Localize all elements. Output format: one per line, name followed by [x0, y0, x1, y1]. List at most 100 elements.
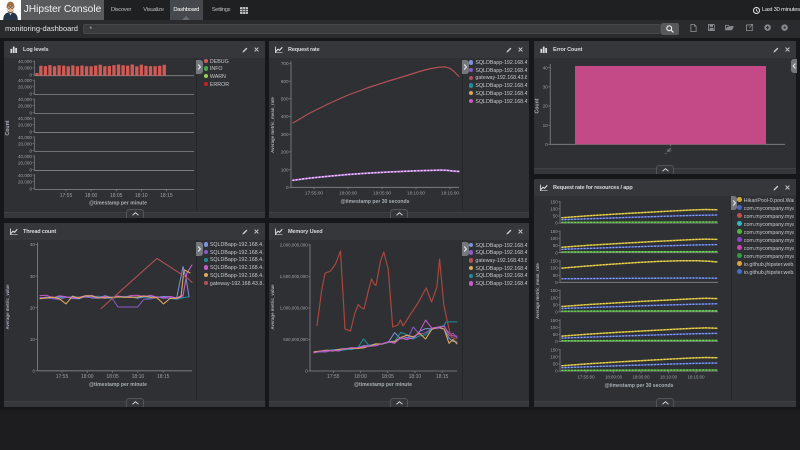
svg-text:100: 100 [550, 355, 558, 360]
svg-text:150: 150 [550, 347, 558, 352]
svg-text:18:00: 18:00 [354, 374, 367, 380]
svg-text:18:05:00: 18:05:00 [373, 190, 391, 195]
svg-text:@timestamp per 30 seconds: @timestamp per 30 seconds [341, 199, 410, 205]
svg-text:18:10:00: 18:10:00 [660, 374, 678, 379]
svg-text:@timestamp per 30 seconds: @timestamp per 30 seconds [605, 383, 674, 389]
svg-text:100: 100 [550, 325, 558, 330]
svg-text:0: 0 [29, 111, 32, 116]
svg-text:18:15: 18:15 [436, 374, 449, 380]
svg-text:18:15: 18:15 [157, 374, 170, 380]
svg-text:20,000: 20,000 [18, 179, 32, 184]
svg-text:40,000: 40,000 [18, 78, 32, 83]
svg-text:500,000,000: 500,000,000 [283, 337, 308, 342]
svg-text:18:05: 18:05 [106, 374, 119, 380]
svg-text:150: 150 [550, 318, 558, 323]
svg-text:0: 0 [555, 369, 558, 374]
svg-text:@timestamp per minute: @timestamp per minute [89, 200, 147, 206]
svg-text:40,000: 40,000 [18, 154, 32, 159]
svg-text:18:00: 18:00 [85, 193, 98, 199]
svg-text:30: 30 [30, 274, 36, 279]
svg-text:@timestamp per minute: @timestamp per minute [89, 382, 147, 388]
svg-text:400: 400 [281, 114, 289, 119]
svg-text:0: 0 [545, 142, 548, 147]
svg-text:18:10:00: 18:10:00 [407, 190, 425, 195]
svg-text:17:55:00: 17:55:00 [577, 374, 595, 379]
svg-text:0: 0 [29, 73, 32, 78]
svg-text:600: 600 [281, 79, 289, 84]
svg-text:300: 300 [281, 132, 289, 137]
svg-text:50: 50 [553, 302, 558, 307]
svg-text:0: 0 [32, 369, 35, 374]
svg-text:18:15:00: 18:15:00 [441, 190, 459, 195]
svg-text:700: 700 [281, 61, 289, 66]
svg-text:@timestamp per minute: @timestamp per minute [354, 382, 412, 388]
svg-text:0: 0 [29, 186, 32, 191]
svg-text:500: 500 [281, 97, 289, 102]
svg-text:40,000: 40,000 [18, 59, 32, 64]
svg-text:0: 0 [29, 167, 32, 172]
svg-text:17:55: 17:55 [60, 193, 73, 199]
svg-text:2,000,000,000: 2,000,000,000 [280, 243, 309, 248]
svg-text:40,000: 40,000 [18, 173, 32, 178]
svg-text:20,000: 20,000 [18, 122, 32, 127]
svg-text:150: 150 [550, 288, 558, 293]
svg-text:20,000: 20,000 [18, 85, 32, 90]
svg-text:100: 100 [281, 167, 289, 172]
svg-text:20: 20 [30, 305, 36, 310]
svg-text:50: 50 [553, 362, 558, 367]
svg-text:18:10: 18:10 [132, 374, 145, 380]
svg-text:40,000: 40,000 [18, 97, 32, 102]
svg-text:0: 0 [29, 148, 32, 153]
svg-text:0: 0 [286, 185, 289, 190]
svg-text:18:10: 18:10 [135, 193, 148, 199]
svg-text:50: 50 [553, 243, 558, 248]
svg-text:150: 150 [550, 259, 558, 264]
svg-text:0: 0 [555, 221, 558, 226]
svg-text:30: 30 [543, 85, 549, 90]
svg-text:18:10: 18:10 [409, 374, 422, 380]
svg-text:40: 40 [543, 65, 549, 70]
svg-text:0: 0 [555, 339, 558, 344]
svg-text:1,000,000,000: 1,000,000,000 [280, 306, 309, 311]
svg-text:Average metric_mean_rate: Average metric_mean_rate [270, 96, 275, 153]
svg-text:18:15: 18:15 [160, 193, 173, 199]
svg-text:18:05:00: 18:05:00 [632, 374, 650, 379]
svg-text:1,500,000,000: 1,500,000,000 [280, 274, 309, 279]
svg-text:0: 0 [305, 369, 308, 374]
svg-text:50: 50 [553, 214, 558, 219]
svg-text:Count: Count [535, 98, 541, 113]
svg-text:20,000: 20,000 [18, 160, 32, 165]
svg-text:_all: _all [662, 147, 672, 155]
svg-text:18:00:00: 18:00:00 [605, 374, 623, 379]
svg-text:17:55: 17:55 [327, 374, 340, 380]
svg-text:Average metric_mean_rate: Average metric_mean_rate [535, 262, 540, 319]
svg-text:10: 10 [543, 123, 549, 128]
svg-text:100: 100 [550, 295, 558, 300]
svg-text:0: 0 [555, 280, 558, 285]
svg-text:20,000: 20,000 [18, 66, 32, 71]
svg-text:17:55:00: 17:55:00 [305, 190, 323, 195]
svg-text:20: 20 [543, 104, 549, 109]
svg-text:18:05: 18:05 [381, 374, 394, 380]
svg-text:20,000: 20,000 [18, 104, 32, 109]
svg-text:Count: Count [5, 120, 11, 135]
svg-text:50: 50 [553, 332, 558, 337]
svg-text:100: 100 [550, 266, 558, 271]
svg-text:10: 10 [30, 337, 36, 342]
svg-text:18:00: 18:00 [81, 374, 94, 380]
svg-text:100: 100 [550, 236, 558, 241]
svg-text:18:00:00: 18:00:00 [339, 190, 357, 195]
svg-text:40,000: 40,000 [18, 116, 32, 121]
svg-text:0: 0 [29, 129, 32, 134]
svg-text:0: 0 [555, 310, 558, 315]
svg-text:20,000: 20,000 [18, 141, 32, 146]
svg-text:Average metric_value: Average metric_value [270, 284, 275, 330]
svg-text:150: 150 [550, 199, 558, 204]
svg-text:18:15:00: 18:15:00 [687, 374, 705, 379]
svg-text:18:05: 18:05 [110, 193, 123, 199]
svg-text:40,000: 40,000 [18, 135, 32, 140]
svg-text:0: 0 [29, 92, 32, 97]
svg-text:200: 200 [281, 150, 289, 155]
svg-text:0: 0 [555, 250, 558, 255]
svg-text:40: 40 [30, 242, 36, 247]
